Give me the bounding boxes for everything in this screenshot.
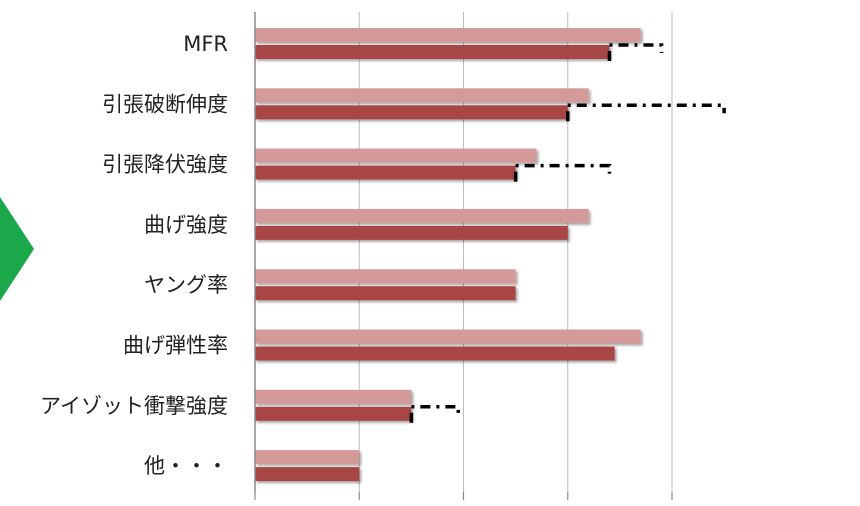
bar-light	[255, 389, 412, 404]
category-label: 他・・・	[144, 454, 228, 478]
error-range-marker	[409, 405, 461, 423]
error-bars	[409, 43, 726, 423]
bar-dark	[255, 467, 360, 482]
category-label: 引張破断伸度	[102, 92, 228, 116]
bar-dark	[255, 346, 615, 361]
bar-dark	[255, 105, 568, 120]
bar-light	[255, 269, 516, 284]
bar-dark	[255, 286, 516, 301]
bar-light	[255, 329, 641, 344]
bars	[255, 28, 641, 482]
bar-light	[255, 208, 589, 223]
category-label: 引張降伏強度	[102, 153, 228, 177]
bar-dark	[255, 165, 516, 180]
bar-light	[255, 28, 641, 42]
category-label: 曲げ強度	[144, 213, 228, 237]
bar-light	[255, 148, 537, 163]
error-range-marker	[566, 103, 726, 122]
axes	[254, 12, 673, 500]
bar-dark	[255, 225, 568, 240]
category-label: 曲げ弾性率	[123, 334, 228, 358]
bar-dark	[255, 406, 412, 421]
error-range-marker	[513, 163, 612, 182]
category-label: アイゾット衝撃強度	[40, 394, 228, 418]
bar-light	[255, 450, 360, 465]
category-label: MFR	[183, 32, 228, 56]
error-range-marker	[607, 43, 664, 61]
bar-dark	[255, 45, 610, 59]
category-labels: MFR 引張破断伸度引張降伏強度曲げ強度ヤング率曲げ弾性率アイゾット衝撃強度他・・…	[40, 32, 228, 478]
bar-light	[255, 88, 589, 103]
category-label: ヤング率	[144, 273, 228, 297]
green-arrow-icon	[0, 197, 34, 301]
